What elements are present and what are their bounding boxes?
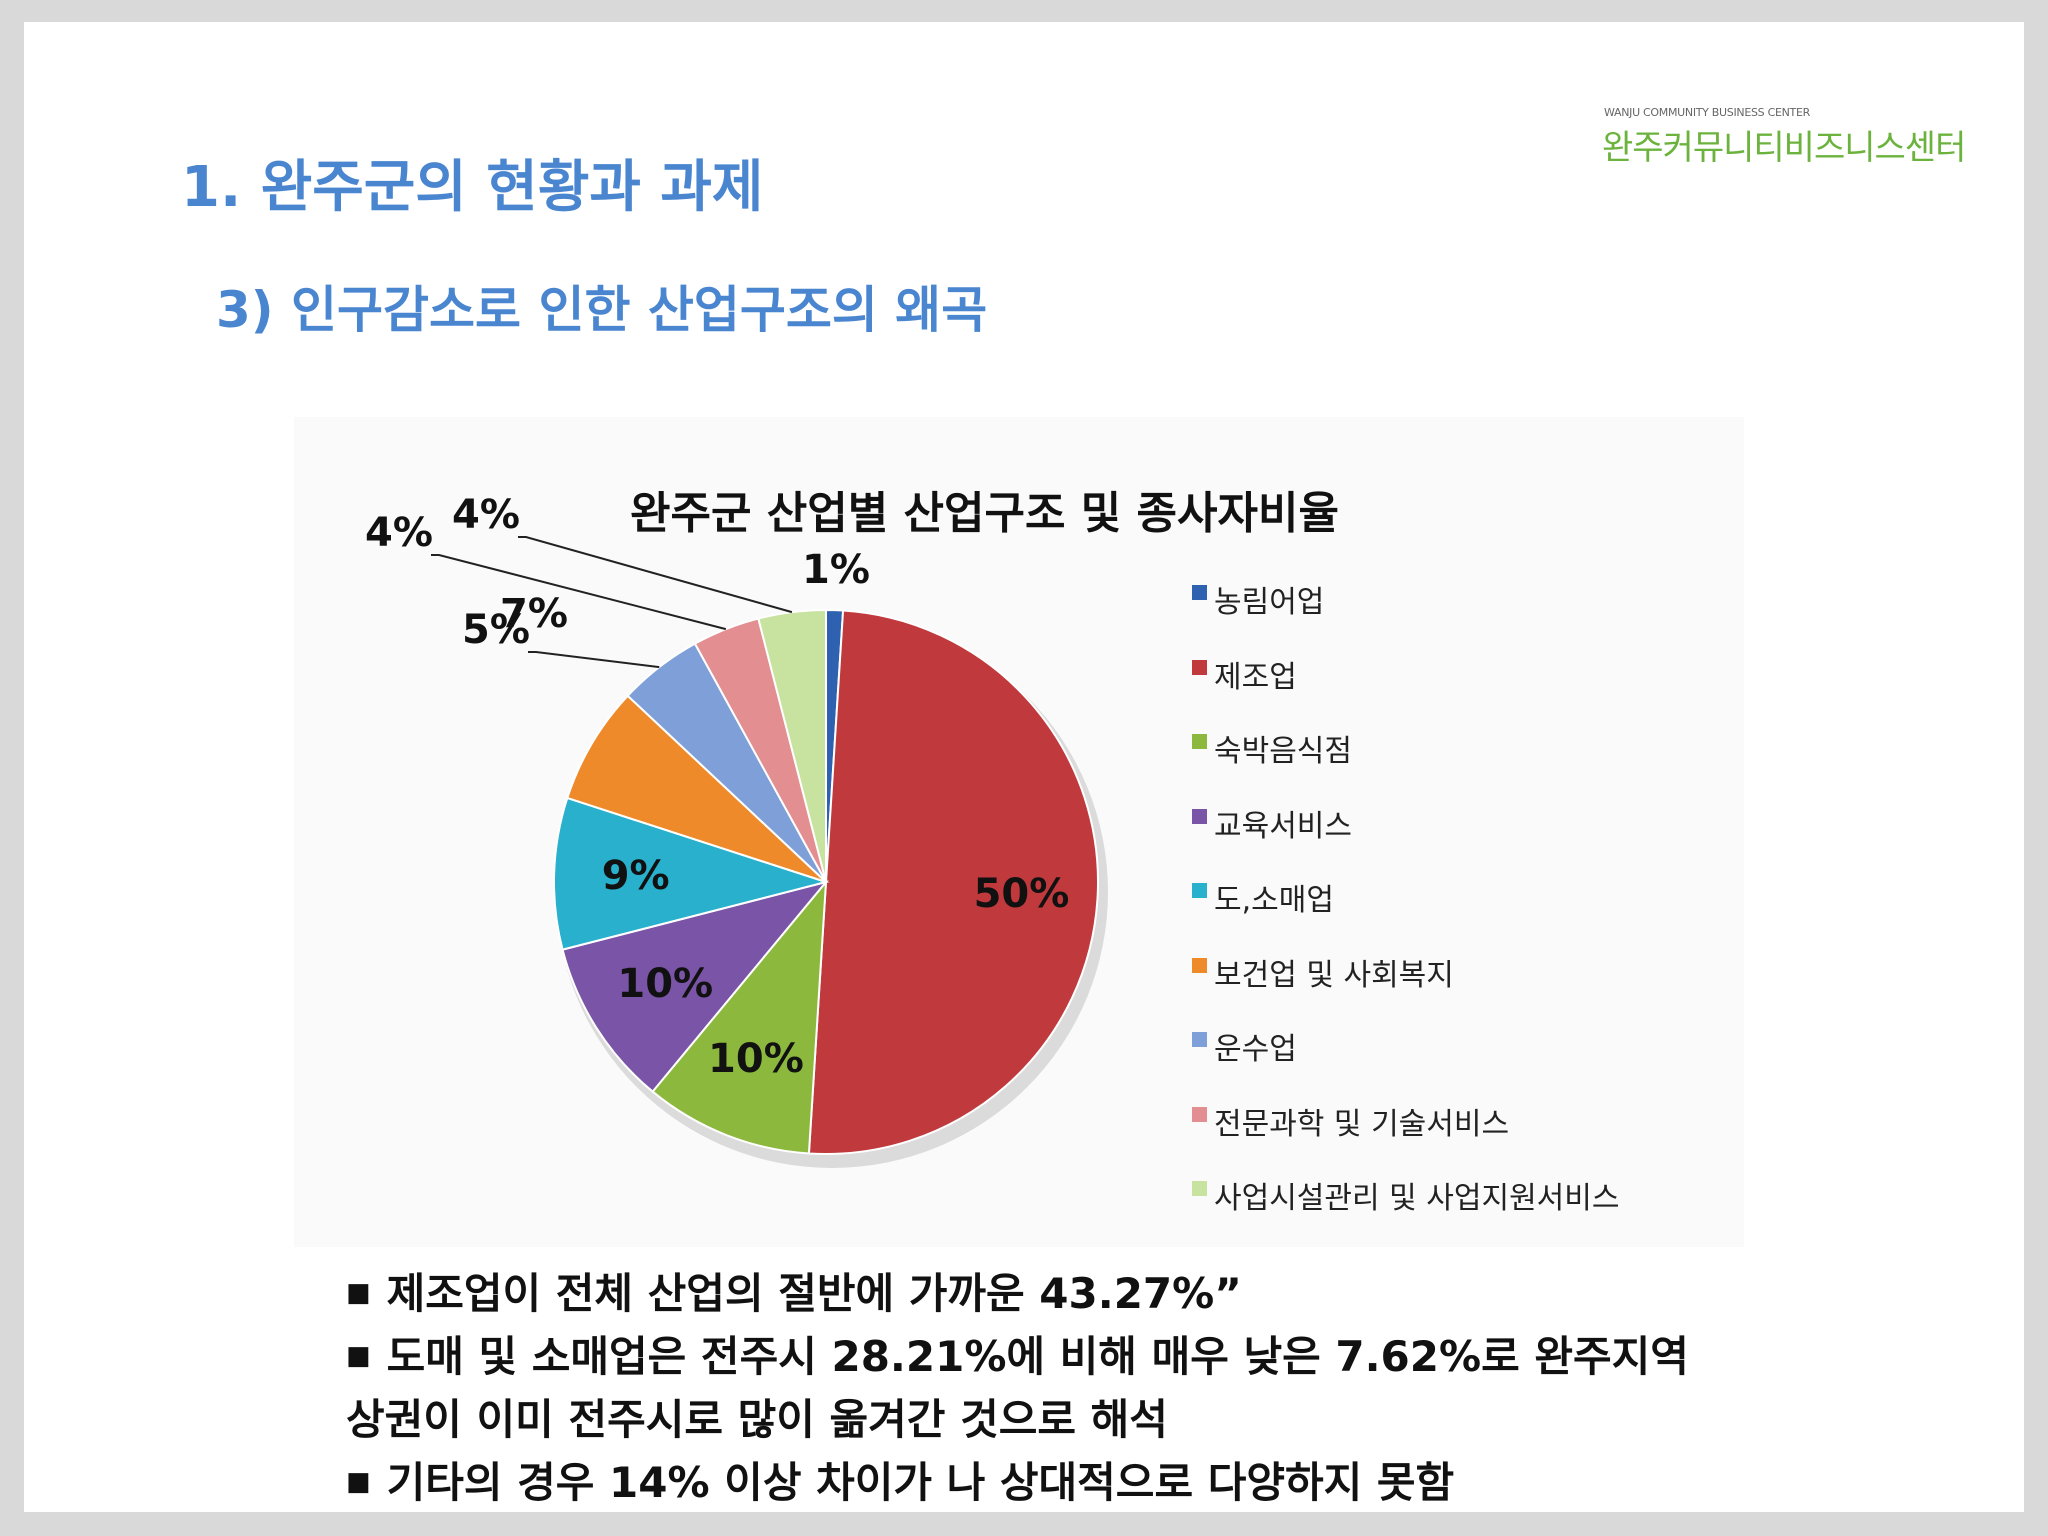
pie-slice	[757, 608, 827, 883]
slice-percent-label: 1%	[802, 547, 870, 593]
slide-title: 1. 완주군의 현황과 과제	[181, 155, 764, 220]
pie-slice	[566, 694, 827, 883]
logo: WANJU COMMUNITY BUSINESS CENTER 완주커뮤니티비즈…	[1602, 106, 1966, 186]
slice-percent-label: 4%	[365, 510, 433, 556]
bullet-text: 기타의 경우 14% 이상 차이가 나 상대적으로 다양하지 못함	[386, 1458, 1455, 1507]
bullet-text: 상권이 이미 전주시로 많이 옮겨간 것으로 해석	[346, 1395, 1168, 1444]
bullet-marker: ■	[346, 1467, 371, 1497]
bullet-line: ■ 기타의 경우 14% 이상 차이가 나 상대적으로 다양하지 못함	[346, 1451, 1846, 1514]
legend-swatch	[1192, 1106, 1207, 1122]
slice-percent-label: 5%	[462, 607, 530, 653]
pie-slice	[807, 609, 1099, 1155]
legend-label: 농림어업	[1214, 585, 1325, 620]
legend-swatch	[1192, 659, 1207, 675]
legend-swatch	[1192, 957, 1207, 973]
legend-label: 사업시설관리 및 사업지원서비스	[1214, 1181, 1620, 1216]
pie-chart-canvas	[431, 536, 1108, 1168]
slide-subtitle: 3) 인구감소로 인한 산업구조의 왜곡	[216, 281, 988, 339]
pie-slice	[553, 796, 830, 951]
pie-slice	[561, 880, 829, 1093]
slice-percent-label: 9%	[601, 853, 670, 900]
legend-label: 운수업	[1214, 1032, 1297, 1067]
pie-chart: 완주군 산업별 산업구조 및 종사자비율 1% 50% 10% 10% 9% 7% 5% 4%…	[294, 417, 1744, 1247]
legend-label: 도,소매업	[1214, 883, 1334, 918]
bullet-text: 도매 및 소매업은 전주시 28.21%에 비해 매우 낮은 7.62%로 완주…	[386, 1332, 1689, 1381]
leader-line	[518, 536, 793, 614]
slice-percent-label: 10%	[708, 1036, 804, 1083]
legend-label: 숙박음식점	[1214, 734, 1352, 769]
logo-caption: WANJU COMMUNITY BUSINESS CENTER	[1604, 106, 1810, 119]
legend-swatch	[1192, 1181, 1207, 1196]
bullet-list: ■ 제조업이 전체 산업의 절반에 가까운 43.27%” ■ 도매 및 소매업은 …	[346, 1262, 1846, 1514]
legend-swatch	[1192, 1032, 1207, 1047]
logo-name: 완주커뮤니티비즈니스센터	[1602, 128, 1966, 168]
legend-swatch	[1192, 734, 1207, 749]
legend-swatch	[1192, 585, 1207, 600]
legend-swatch	[1192, 883, 1207, 898]
legend-label: 교육서비스	[1214, 808, 1352, 844]
slice-percent-label: 10%	[617, 961, 714, 1008]
bullet-line: ■ 도매 및 소매업은 전주시 28.21%에 비해 매우 낮은 7.62%로 완…	[346, 1325, 1846, 1388]
bullet-text: 제조업이 전체 산업의 절반에 가까운 43.27%”	[386, 1269, 1242, 1318]
legend-label: 보건업 및 사회복지	[1214, 957, 1454, 993]
bullet-line-continued: 상권이 이미 전주시로 많이 옮겨간 것으로 해석	[346, 1388, 1846, 1451]
slice-percent-label: 7%	[500, 591, 568, 637]
legend-swatch	[1192, 808, 1207, 824]
bullet-line: ■ 제조업이 전체 산업의 절반에 가까운 43.27%”	[346, 1262, 1846, 1325]
leader-line	[431, 554, 727, 631]
pie-slice	[651, 878, 828, 1155]
legend-label: 전문과학 및 기술서비스	[1214, 1106, 1510, 1142]
legend-label: 제조업	[1214, 659, 1297, 695]
bullet-marker: ■	[346, 1278, 371, 1308]
bullet-marker: ■	[346, 1341, 371, 1371]
slide: 1. 완주군의 현황과 과제 3) 인구감소로 인한 산업구조의 왜곡 WANJ…	[24, 22, 2024, 1512]
slice-percent-label: 4%	[452, 492, 520, 538]
leader-line	[528, 651, 660, 669]
slice-percent-label: 50%	[973, 871, 1070, 918]
chart-title: 완주군 산업별 산업구조 및 종사자비율	[630, 488, 1339, 539]
